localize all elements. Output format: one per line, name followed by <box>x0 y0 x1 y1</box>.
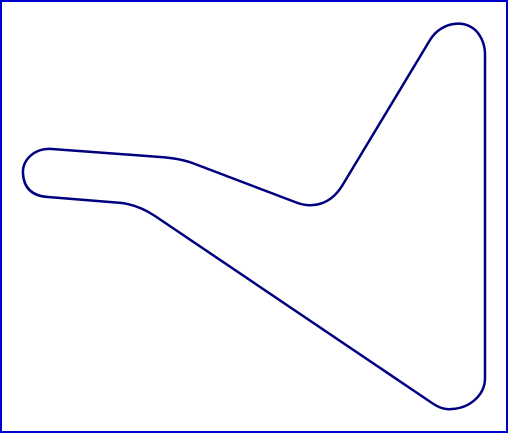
track-outline <box>21 22 487 411</box>
